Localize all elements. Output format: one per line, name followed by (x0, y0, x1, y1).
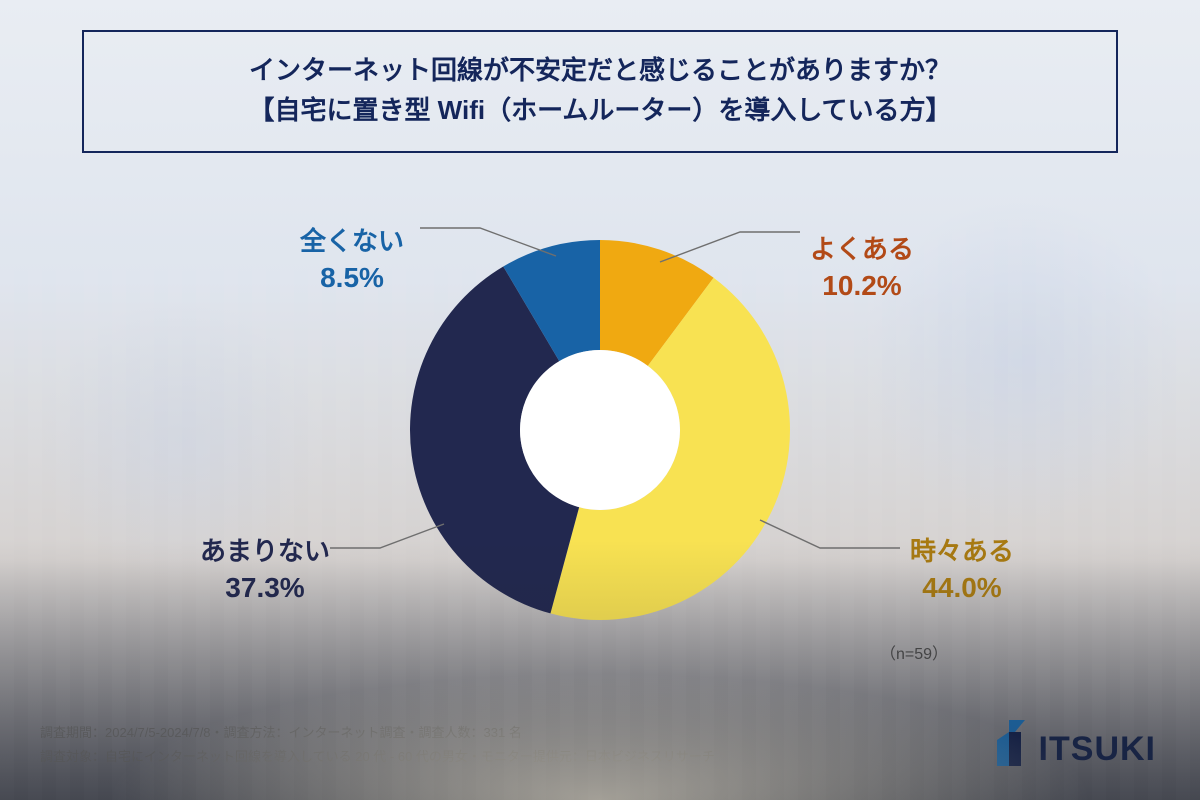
label-pct-rarely: 37.3% (200, 569, 330, 607)
brand-mark-icon (995, 720, 1033, 766)
label-rarely: あまりない37.3% (200, 534, 330, 607)
label-name-never: 全くない (300, 224, 404, 259)
footer-line-2: 調査対象：自宅にインターネット回線を導入している 20 代 - 60 代の男女・… (40, 745, 940, 770)
label-name-often: よくある (810, 232, 914, 267)
leader-often (660, 232, 800, 262)
leader-rarely (330, 524, 444, 548)
label-often: よくある10.2% (810, 232, 914, 305)
donut-chart (0, 0, 1200, 800)
sample-size-note: （n=59） (880, 640, 948, 664)
label-sometimes: 時々ある44.0% (910, 534, 1014, 607)
infographic-canvas: インターネット回線が不安定だと感じることがありますか？ 【自宅に置き型 Wifi… (0, 0, 1200, 800)
label-pct-never: 8.5% (300, 259, 404, 297)
survey-footer: 調査期間：2024/7/5-2024/7/8・調査方法：インターネット調査・調査… (40, 721, 940, 770)
label-pct-often: 10.2% (810, 267, 914, 305)
leader-sometimes (760, 520, 900, 548)
label-never: 全くない8.5% (300, 224, 404, 297)
brand-logo: ITSUKI (995, 720, 1156, 766)
donut-hole (520, 350, 680, 510)
brand-text: ITSUKI (1039, 732, 1156, 766)
label-name-sometimes: 時々ある (910, 534, 1014, 569)
footer-line-1: 調査期間：2024/7/5-2024/7/8・調査方法：インターネット調査・調査… (40, 721, 940, 746)
label-name-rarely: あまりない (200, 534, 330, 569)
label-pct-sometimes: 44.0% (910, 569, 1014, 607)
